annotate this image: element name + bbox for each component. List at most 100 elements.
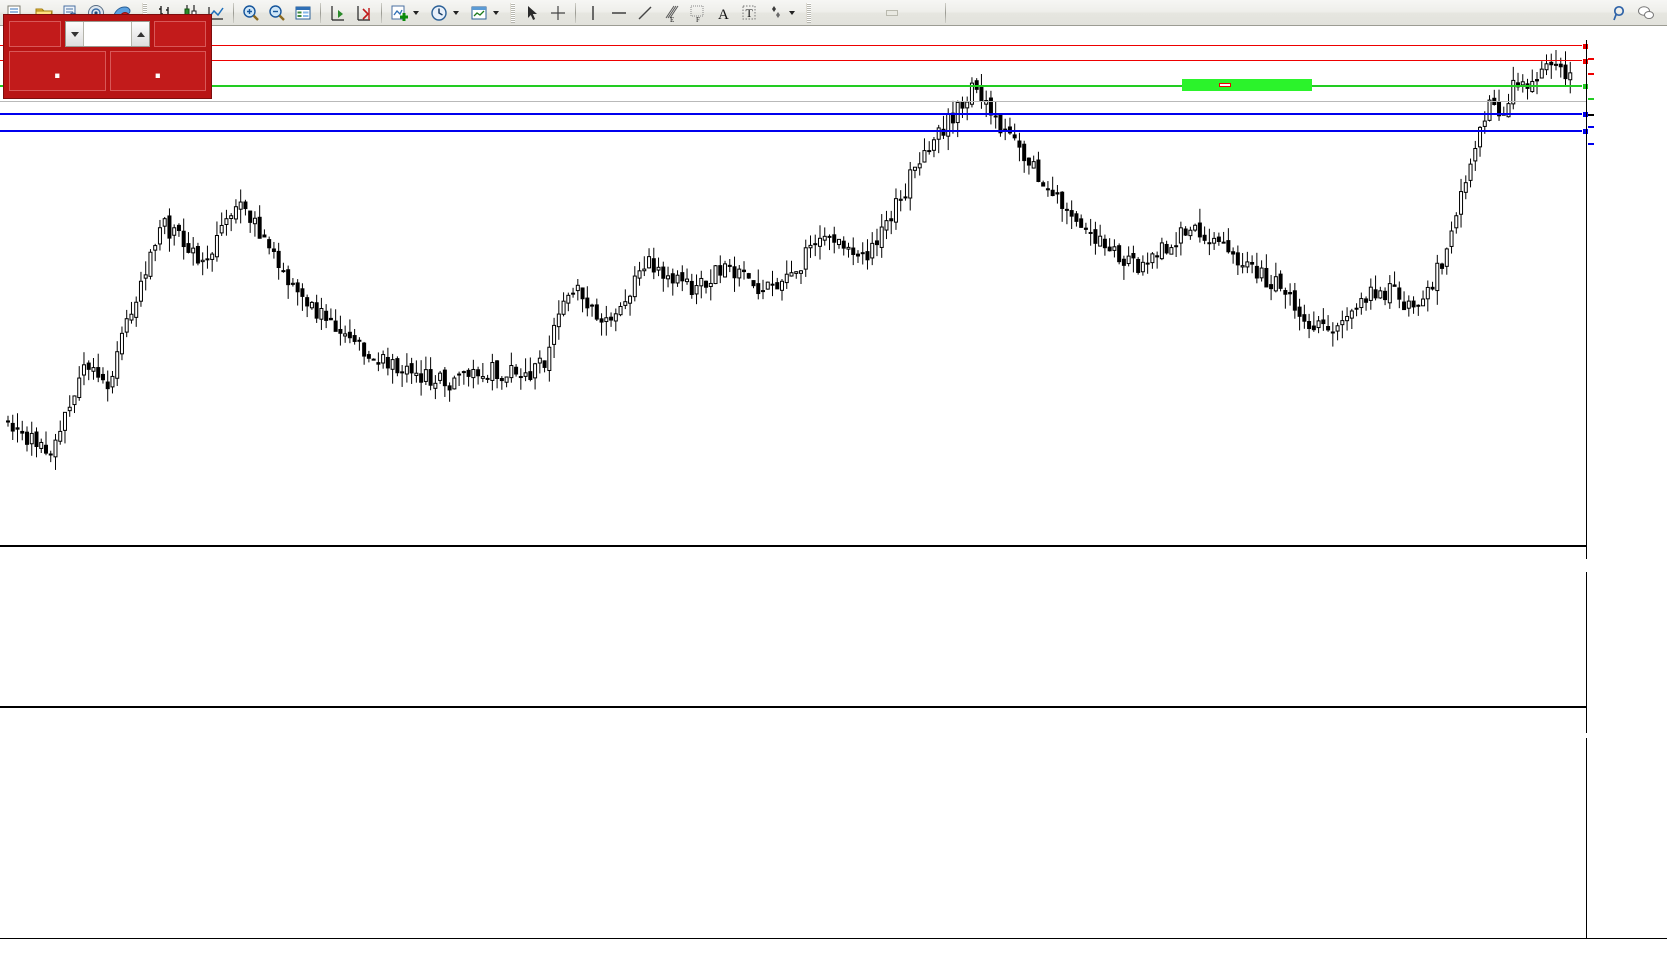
timeframe-m30[interactable] [858, 10, 870, 16]
network-button[interactable] [83, 1, 109, 25]
timeframe-group [815, 9, 941, 16]
chevron-down-icon[interactable] [453, 10, 459, 15]
buy-price-button[interactable]: . [109, 51, 206, 91]
volume-increase-button[interactable] [131, 22, 149, 46]
timeframe-m1[interactable] [816, 10, 828, 16]
one-click-trading-panel[interactable]: . . [3, 14, 212, 99]
vertical-line-icon [583, 3, 603, 23]
templates-button[interactable] [466, 1, 506, 25]
timeframe-mn[interactable] [928, 10, 940, 16]
auto-scroll-icon [328, 3, 348, 23]
price-tag-resistance-2[interactable] [1588, 73, 1594, 75]
toolbar-sep-5 [945, 2, 946, 23]
toolbar-grip-3 [806, 2, 811, 23]
time-axis[interactable] [0, 938, 1667, 953]
buy-button[interactable] [154, 21, 206, 47]
text-button[interactable]: A [710, 1, 736, 25]
chat-button[interactable] [1633, 1, 1659, 25]
period-icon [429, 3, 449, 23]
main-toolbar: E F A T [0, 0, 1667, 26]
zoom-out-icon [267, 3, 287, 23]
toolbar-sep-3 [381, 2, 382, 23]
text-label-icon: T [739, 3, 759, 23]
macd-axis [1586, 572, 1667, 733]
price-tag-target[interactable] [1588, 98, 1594, 100]
trendline-button[interactable] [632, 1, 658, 25]
timeframe-h4[interactable] [886, 9, 898, 16]
rsi-chart-svg [0, 26, 1586, 226]
price-tag-resistance-1[interactable] [1588, 58, 1594, 60]
channel-button[interactable]: F [684, 1, 710, 25]
zoom-in-button[interactable] [238, 1, 264, 25]
bar-chart-icon [154, 3, 174, 23]
sell-price-button[interactable]: . [9, 51, 106, 91]
timeframe-m15[interactable] [844, 10, 856, 16]
chevron-down-icon[interactable] [493, 10, 499, 15]
chevron-up-icon [136, 31, 145, 37]
toolbar-right-group [1607, 1, 1667, 25]
toolbar-grip-2 [510, 2, 515, 23]
data-window-icon [293, 3, 313, 23]
templates-icon [469, 3, 489, 23]
price-callout-label[interactable] [1219, 83, 1231, 87]
rsi-pane[interactable] [0, 706, 1586, 906]
chart-window[interactable] [0, 26, 1667, 953]
search-icon [1610, 3, 1630, 23]
timeframe-w1[interactable] [914, 10, 926, 16]
price-tag-support-1[interactable] [1588, 126, 1594, 128]
horizontal-line-button[interactable] [606, 1, 632, 25]
cursor-tool-button[interactable] [519, 1, 545, 25]
rsi-axis [1586, 738, 1667, 938]
timeframe-d1[interactable] [900, 10, 912, 16]
text-label-button[interactable]: T [736, 1, 762, 25]
text-icon: A [713, 3, 733, 23]
crosshair-icon [548, 3, 568, 23]
price-pane[interactable] [0, 26, 1589, 545]
chevron-down-icon [70, 31, 79, 37]
crosshair-tool-button[interactable] [545, 1, 571, 25]
chart-shift-icon [354, 3, 374, 23]
chevron-down-icon[interactable] [789, 10, 795, 15]
shapes-button[interactable] [762, 1, 802, 25]
data-window-button[interactable] [290, 1, 316, 25]
network-icon [86, 3, 106, 23]
trendline-icon [635, 3, 655, 23]
chat-icon [1636, 3, 1656, 23]
sell-button[interactable] [9, 21, 61, 47]
trade-panel-price-row: . . [4, 49, 211, 95]
svg-text:E: E [670, 16, 674, 23]
volume-value[interactable] [84, 22, 131, 46]
chevron-down-icon[interactable] [413, 10, 419, 15]
period-button[interactable] [426, 1, 466, 25]
svg-text:F: F [696, 16, 700, 23]
zoom-out-button[interactable] [264, 1, 290, 25]
chart-shift-button[interactable] [351, 1, 377, 25]
channel-icon: F [687, 3, 707, 24]
timeframe-h1[interactable] [872, 10, 884, 16]
auto-scroll-button[interactable] [325, 1, 351, 25]
cursor-icon [522, 3, 542, 23]
resistance-line-1[interactable] [0, 43, 1589, 50]
indicators-icon [389, 3, 409, 23]
macd-pane[interactable] [0, 545, 1586, 706]
highlight-zone[interactable] [1182, 79, 1312, 91]
volume-decrease-button[interactable] [66, 22, 84, 46]
zoom-in-icon [241, 3, 261, 23]
bar-chart-button[interactable] [151, 1, 177, 25]
vertical-line-button[interactable] [580, 1, 606, 25]
volume-stepper[interactable] [65, 21, 150, 47]
sell-price-dot: . [53, 52, 62, 85]
toolbar-sep-2 [320, 2, 321, 23]
target-line[interactable] [0, 83, 1589, 90]
timeframe-m5[interactable] [830, 10, 842, 16]
indicators-button[interactable] [386, 1, 426, 25]
fibonacci-button[interactable]: E [658, 1, 684, 25]
resistance-line-2[interactable] [0, 58, 1589, 65]
horizontal-line-icon [609, 3, 629, 23]
price-tag-current [1588, 114, 1594, 116]
search-button[interactable] [1607, 1, 1633, 25]
support-line-2[interactable] [0, 128, 1589, 135]
price-axis[interactable] [1586, 40, 1667, 559]
price-chart-svg [6, 50, 1573, 470]
price-tag-support-2[interactable] [1588, 143, 1594, 145]
